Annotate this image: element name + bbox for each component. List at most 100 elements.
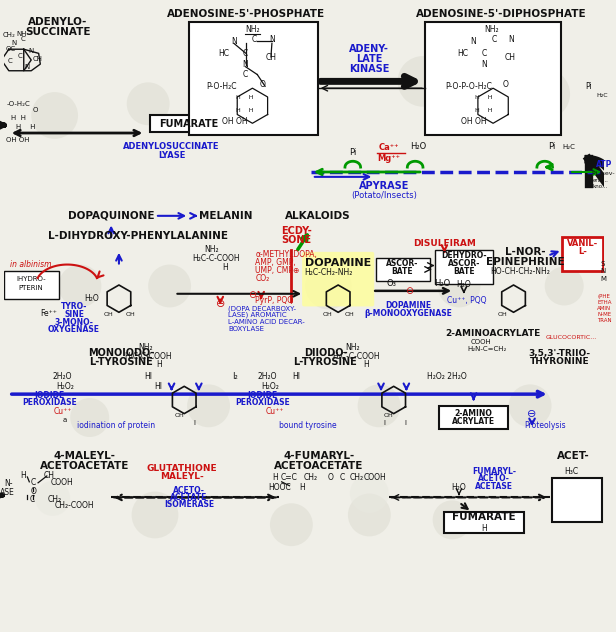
Text: H₂O: H₂O	[410, 142, 426, 151]
Text: H₂O: H₂O	[456, 279, 471, 289]
Text: MONOIODO-: MONOIODO-	[87, 348, 154, 358]
Circle shape	[305, 263, 352, 310]
Text: OH: OH	[126, 312, 136, 317]
Bar	[150, 116, 228, 132]
Circle shape	[70, 398, 109, 437]
Text: HC: HC	[219, 49, 230, 58]
Text: AMIN: AMIN	[598, 306, 612, 311]
Text: OH OH: OH OH	[461, 117, 487, 126]
Text: OH: OH	[174, 413, 184, 418]
Text: L-NOR-: L-NOR-	[505, 247, 546, 257]
Text: Fe⁺⁺: Fe⁺⁺	[41, 309, 57, 318]
Text: 3-MONO-: 3-MONO-	[55, 317, 94, 327]
Text: H₂C-C-COOH: H₂C-C-COOH	[124, 351, 172, 361]
Text: O: O	[33, 107, 38, 112]
Text: ECDY-: ECDY-	[281, 226, 312, 236]
Text: P-O-P-O-H₂C: P-O-P-O-H₂C	[445, 82, 492, 91]
Text: DOPAQUINONE: DOPAQUINONE	[68, 211, 155, 221]
Text: Proteolysis: Proteolysis	[524, 421, 565, 430]
Text: NH: NH	[16, 30, 26, 37]
Text: VANIL-: VANIL-	[567, 239, 598, 248]
Bar	[435, 250, 493, 284]
Text: C: C	[7, 58, 12, 64]
Text: iodination of protein: iodination of protein	[77, 421, 155, 430]
Circle shape	[132, 492, 179, 538]
Text: C: C	[482, 49, 487, 58]
Text: UMP, CMP⊕: UMP, CMP⊕	[256, 266, 300, 275]
Text: PTERIN: PTERIN	[19, 285, 44, 291]
Text: TYRO-: TYRO-	[61, 302, 87, 311]
Text: C: C	[252, 35, 257, 44]
Bar	[551, 478, 602, 522]
Circle shape	[270, 503, 313, 546]
Text: CH₂: CH₂	[2, 32, 15, 38]
Text: C: C	[17, 53, 22, 59]
Circle shape	[35, 481, 70, 516]
Text: S: S	[600, 260, 605, 267]
Text: ASE: ASE	[0, 488, 14, 497]
Text: H: H	[20, 471, 26, 480]
Bar	[376, 258, 430, 281]
Text: LATE: LATE	[356, 54, 383, 64]
Text: ADENYLOSUCCINATE: ADENYLOSUCCINATE	[123, 142, 220, 151]
Text: Pi: Pi	[548, 142, 555, 151]
Text: O: O	[259, 80, 265, 89]
Text: ASCOR-: ASCOR-	[386, 259, 419, 268]
Text: 2H₂O: 2H₂O	[53, 372, 72, 381]
Text: SUCCINATE: SUCCINATE	[25, 27, 91, 37]
Text: O₃: O₃	[387, 279, 397, 288]
Text: ACETASE: ACETASE	[475, 482, 513, 491]
Text: 2H₂O: 2H₂O	[257, 372, 277, 381]
Circle shape	[31, 92, 78, 139]
Text: ADENOSINE-5'-DIPHOSPHATE: ADENOSINE-5'-DIPHOSPHATE	[416, 9, 586, 19]
Circle shape	[358, 384, 400, 427]
Text: IHYDRO-: IHYDRO-	[17, 276, 46, 282]
Text: N: N	[11, 40, 17, 46]
Text: H    H: H H	[474, 95, 492, 100]
Text: LASE) AROMATIC: LASE) AROMATIC	[228, 312, 286, 319]
Text: C: C	[339, 473, 345, 482]
Text: HOOC: HOOC	[269, 483, 291, 492]
Text: -O-H₂C: -O-H₂C	[7, 100, 31, 107]
Text: N: N	[600, 269, 606, 274]
Text: O: O	[30, 487, 36, 496]
FancyBboxPatch shape	[302, 252, 374, 307]
Text: ACRYLATE: ACRYLATE	[452, 417, 495, 426]
Text: OH: OH	[498, 312, 508, 317]
Text: β-MONOOXYGENASE: β-MONOOXYGENASE	[365, 309, 452, 318]
Text: CH: CH	[33, 56, 43, 62]
Text: H₂C-C-COOH: H₂C-C-COOH	[193, 254, 240, 263]
Bar	[425, 22, 561, 135]
Text: C: C	[21, 37, 26, 42]
Text: H: H	[222, 263, 228, 272]
Text: OC: OC	[6, 46, 16, 52]
Text: α-METHYLDOPA,: α-METHYLDOPA,	[256, 250, 317, 259]
Text: GLUCOCORTIC...: GLUCOCORTIC...	[546, 335, 597, 340]
Text: L-TYROSINE: L-TYROSINE	[294, 357, 357, 367]
Text: IODIDE: IODIDE	[247, 391, 277, 399]
Text: OH OH: OH OH	[6, 137, 30, 143]
Text: CH₂: CH₂	[350, 473, 363, 482]
Text: (DOPA DECARBOXY-: (DOPA DECARBOXY-	[228, 305, 296, 312]
Text: CH₂: CH₂	[304, 473, 318, 482]
Text: ⊖: ⊖	[405, 286, 413, 296]
Text: BATE: BATE	[453, 267, 475, 276]
Circle shape	[59, 265, 102, 307]
Text: ADENYLO-: ADENYLO-	[28, 17, 87, 27]
Text: C=C: C=C	[281, 473, 298, 482]
Text: ⊖: ⊖	[248, 289, 256, 300]
Text: CH₂: CH₂	[47, 495, 62, 504]
Text: OXYGENASE: OXYGENASE	[48, 325, 100, 334]
Text: BOXYLASE: BOXYLASE	[228, 326, 264, 332]
Text: NH₂: NH₂	[138, 343, 153, 352]
Text: OH: OH	[345, 312, 355, 317]
Text: N: N	[509, 35, 514, 44]
Text: L-AMINO ACID DECAR-: L-AMINO ACID DECAR-	[228, 319, 305, 325]
Text: H: H	[272, 473, 278, 482]
Text: CO₂: CO₂	[256, 274, 270, 283]
Text: H₂O₂: H₂O₂	[261, 382, 279, 391]
Text: CH: CH	[265, 52, 277, 61]
Text: M: M	[600, 276, 606, 282]
Text: BATE: BATE	[392, 267, 413, 276]
Circle shape	[432, 501, 472, 539]
